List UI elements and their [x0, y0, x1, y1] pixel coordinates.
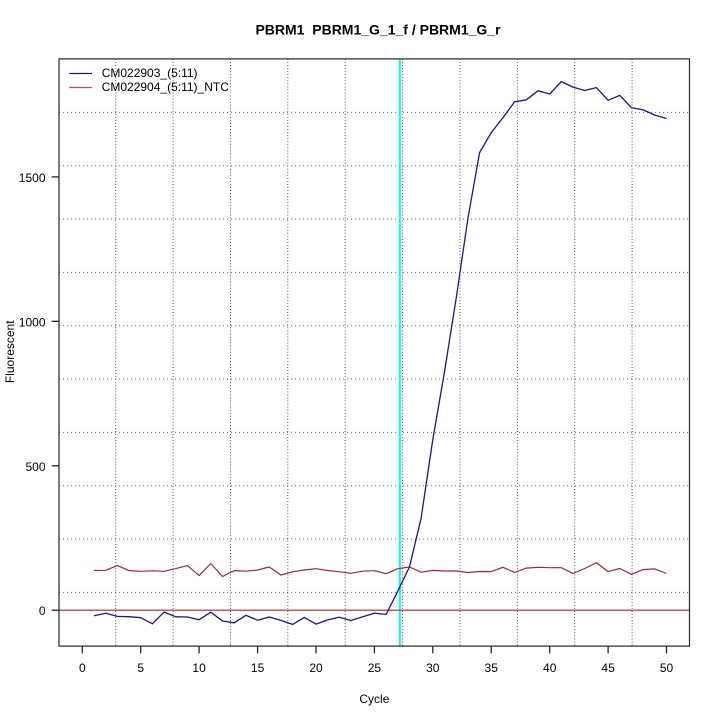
- svg-text:35: 35: [485, 661, 499, 675]
- svg-text:Cycle: Cycle: [359, 692, 389, 706]
- svg-text:1000: 1000: [19, 315, 46, 329]
- svg-text:500: 500: [25, 460, 45, 474]
- svg-text:1500: 1500: [19, 171, 46, 185]
- svg-text:0: 0: [79, 661, 86, 675]
- svg-text:CM022904_(5:11)_NTC: CM022904_(5:11)_NTC: [102, 80, 230, 94]
- svg-text:30: 30: [426, 661, 440, 675]
- svg-text:10: 10: [192, 661, 206, 675]
- svg-text:40: 40: [543, 661, 557, 675]
- svg-text:CM022903_(5:11): CM022903_(5:11): [102, 66, 198, 80]
- svg-text:0: 0: [39, 604, 46, 618]
- svg-text:5: 5: [137, 661, 144, 675]
- svg-text:Fluorescent: Fluorescent: [3, 320, 17, 383]
- svg-text:25: 25: [368, 661, 382, 675]
- svg-text:20: 20: [309, 661, 323, 675]
- svg-text:PBRM1 PBRM1_G_1_f / PBRM1_G_r: PBRM1 PBRM1_G_1_f / PBRM1_G_r: [255, 22, 501, 38]
- svg-text:45: 45: [601, 661, 615, 675]
- svg-text:15: 15: [251, 661, 265, 675]
- svg-text:50: 50: [660, 661, 674, 675]
